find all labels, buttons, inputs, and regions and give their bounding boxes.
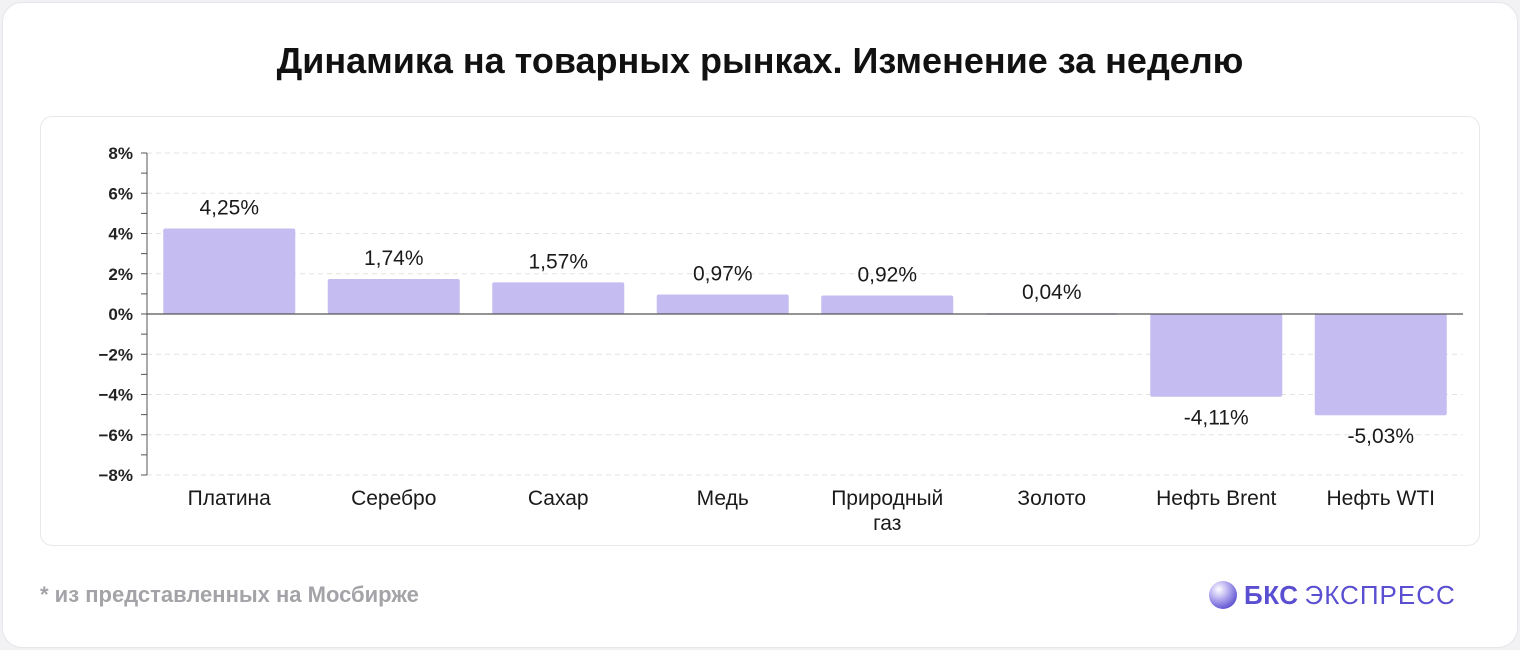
brand-sphere-icon xyxy=(1209,581,1237,609)
x-tick-label: Сахар xyxy=(528,487,589,510)
brand-logo-block: БКС ЭКСПРЕСС xyxy=(1208,578,1456,612)
bar xyxy=(163,228,296,314)
bar-value-label: 0,97% xyxy=(693,262,753,285)
brand-name: БКС xyxy=(1244,579,1299,610)
x-tick-label: Нефть Brent xyxy=(1156,487,1276,510)
x-tick-label: Нефть WTI xyxy=(1326,487,1435,510)
bar xyxy=(1150,314,1283,397)
chart-panel: 8% 6% 4% 2% 0% −2% −4% −6% −8% 4,25% Платина 1,74% С… xyxy=(40,116,1480,546)
y-tick-label: 2% xyxy=(108,265,133,284)
bar-value-label: -5,03% xyxy=(1347,425,1414,448)
bar xyxy=(327,278,460,314)
x-tick-label: газ xyxy=(873,512,901,535)
y-tick-label: −2% xyxy=(99,345,134,364)
brand-subtitle: ЭКСПРЕСС xyxy=(1304,579,1456,610)
chart-title: Динамика на товарных рынках. Изменение з… xyxy=(276,40,1244,81)
bar-value-label: 1,57% xyxy=(528,250,588,273)
bar xyxy=(1314,314,1447,416)
x-tick-label: Серебро xyxy=(351,487,436,510)
x-tick-label: Медь xyxy=(697,487,749,510)
bar-value-label: 4,25% xyxy=(199,196,259,219)
y-tick-label: −4% xyxy=(99,386,134,405)
x-tick-label: Золото xyxy=(1017,487,1086,510)
bar-value-label: -4,11% xyxy=(1184,407,1249,430)
y-tick-label: 8% xyxy=(108,144,133,163)
y-tick-label: 6% xyxy=(108,184,133,203)
footnote: * из представленных на Мосбирже xyxy=(40,582,419,607)
y-tick-label: −8% xyxy=(99,466,134,485)
bar-value-label: 0,04% xyxy=(1022,281,1082,304)
x-tick-label: Природный xyxy=(831,487,943,510)
bar-chart: 8% 6% 4% 2% 0% −2% −4% −6% −8% 4,25% Платина 1,74% С… xyxy=(99,144,1463,535)
y-tick-label: −6% xyxy=(99,426,134,445)
y-tick-label: 0% xyxy=(108,305,133,324)
bar-value-label: 1,74% xyxy=(364,247,424,270)
y-tick-label: 4% xyxy=(108,225,133,244)
bar xyxy=(821,295,954,314)
bar xyxy=(656,294,789,314)
x-tick-label: Платина xyxy=(188,487,272,510)
bar-value-label: 0,92% xyxy=(857,263,917,286)
bar xyxy=(492,282,625,314)
